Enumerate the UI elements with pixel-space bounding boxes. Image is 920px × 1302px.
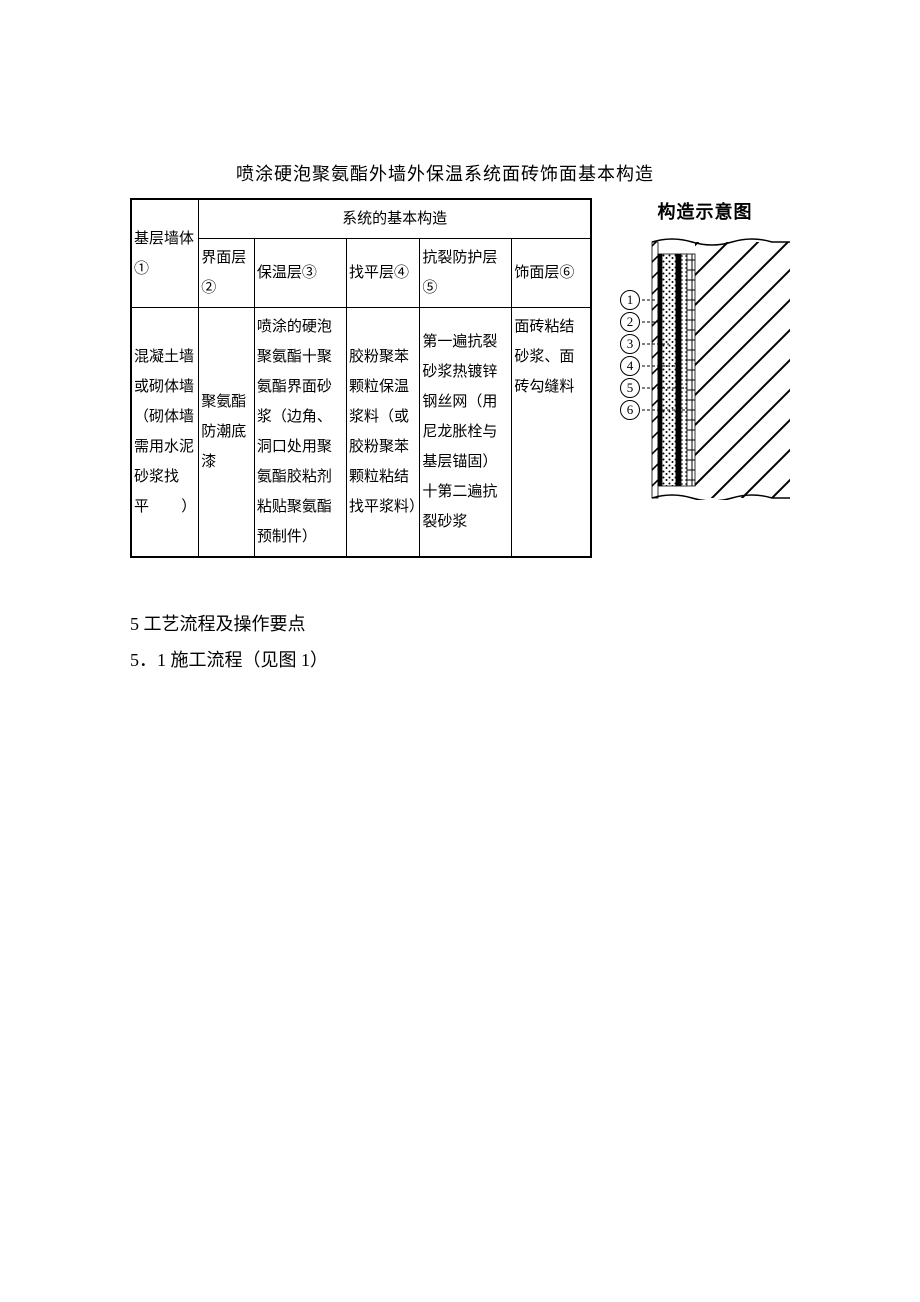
body-text: 5 工艺流程及操作要点 5．1 施工流程（见图 1） (130, 606, 790, 678)
th-finish: 饰面层⑥ (512, 239, 591, 308)
td-finish: 面砖粘结砂浆、面砖勾缝料 (512, 308, 591, 558)
th-base: 基层墙体① (131, 199, 199, 308)
p2: 5．1 施工流程（见图 1） (130, 642, 790, 678)
diagram-wrap: 构造示意图 (620, 198, 790, 500)
diagram-label: 6 (620, 400, 640, 420)
diagram-label: 5 (620, 378, 640, 398)
td-base: 混凝土墙或砌体墙（砌体墙需用水泥砂浆找平） (131, 308, 199, 558)
p1: 5 工艺流程及操作要点 (130, 606, 790, 642)
diagram-canvas: 123456 (620, 230, 790, 500)
th-ins: 保温层③ (254, 239, 346, 308)
th-iface: 界面层② (199, 239, 255, 308)
td-crack: 第一遍抗裂砂浆热镀锌钢丝网（用尼龙胀栓与基层锚固）十第二遍抗裂砂浆 (420, 308, 512, 558)
diagram-label: 1 (620, 290, 640, 310)
td-iface: 聚氨酯防潮底漆 (199, 308, 255, 558)
diagram-label: 2 (620, 312, 640, 332)
diagram-svg (620, 230, 790, 500)
td-ins: 喷涂的硬泡聚氨酯十聚氨酯界面砂浆（边角、洞口处用聚氨酯胶粘剂粘贴聚氨酯预制件） (254, 308, 346, 558)
td-level: 胶粉聚苯颗粒保温浆料（或胶粉聚苯颗粒粘结找平浆料） (346, 308, 419, 558)
th-crack: 抗裂防护层⑤ (420, 239, 512, 308)
page-title: 喷涂硬泡聚氨酯外墙外保温系统面砖饰面基本构造 (100, 160, 790, 186)
construction-table: 基层墙体① 系统的基本构造 界面层② 保温层③ 找平层④ 抗裂防护层⑤ 饰面层⑥… (130, 198, 592, 558)
diagram-title: 构造示意图 (620, 198, 790, 224)
content-row: 基层墙体① 系统的基本构造 界面层② 保温层③ 找平层④ 抗裂防护层⑤ 饰面层⑥… (130, 198, 790, 558)
th-system: 系统的基本构造 (199, 199, 591, 239)
diagram-label: 3 (620, 334, 640, 354)
th-level: 找平层④ (346, 239, 419, 308)
diagram-label: 4 (620, 356, 640, 376)
